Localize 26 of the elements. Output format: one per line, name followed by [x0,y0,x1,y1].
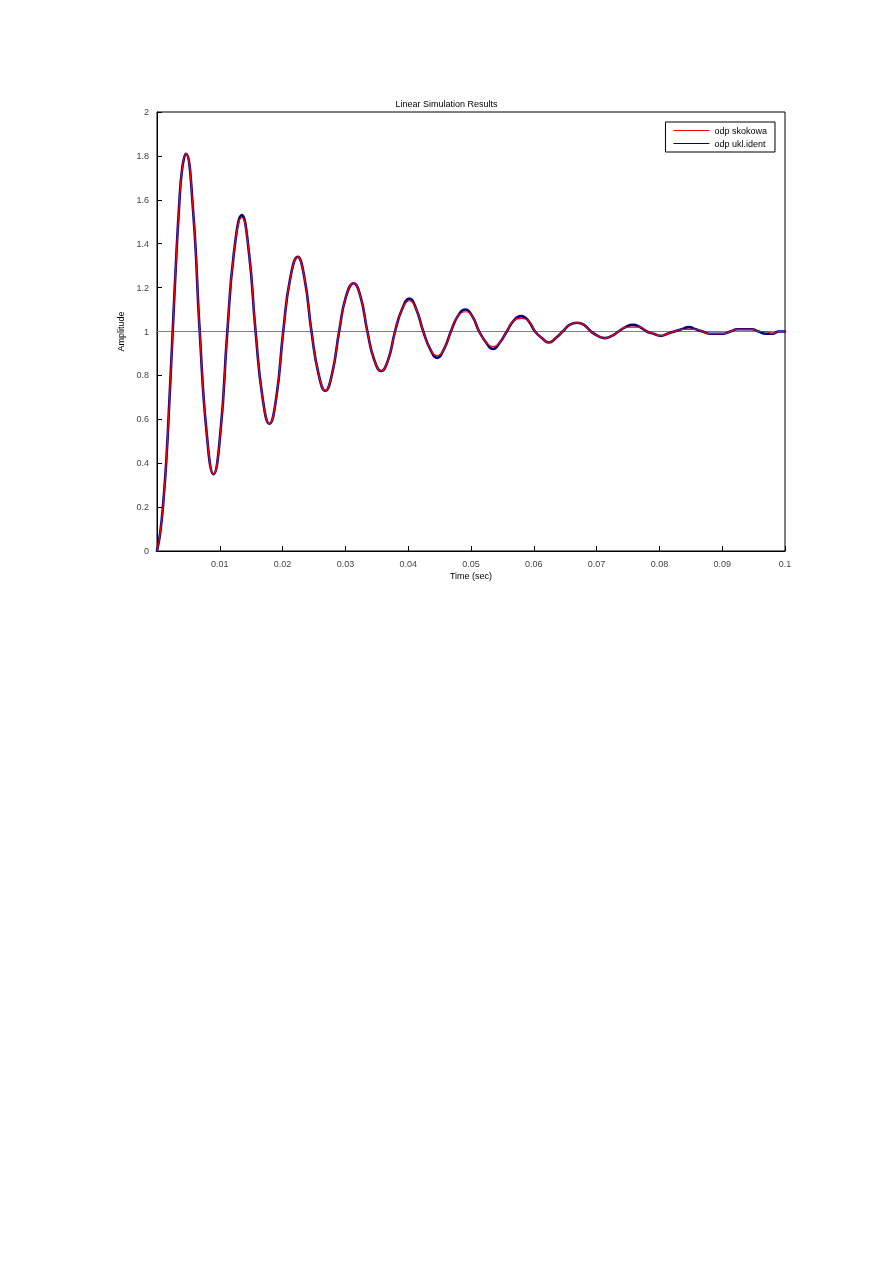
x-tick-label: 0.03 [336,558,355,569]
x-axis-title: Time (sec) [449,570,493,581]
x-tick-label: 0.1 [778,558,792,569]
y-tick-label: 1.2 [136,282,149,293]
y-tick-label: 1 [143,326,149,337]
y-tick-label: 0.6 [136,414,149,425]
x-tick-label: 0.04 [399,558,417,569]
x-tick-label: 0.02 [273,558,292,569]
x-tick-label: 0.08 [650,558,669,569]
y-tick-label: 0.8 [136,370,149,381]
y-tick-label: 0 [143,546,149,556]
y-tick-label: 1.4 [136,238,149,249]
y-tick-label: 0.4 [136,458,149,469]
y-axis-title: Amplitude [116,311,127,352]
legend-label: odp ukl.ident [714,138,767,149]
chart-title: Linear Simulation Results [395,98,499,109]
y-tick-label: 2 [143,107,149,117]
legend-label: odp skokowa [714,125,768,136]
x-tick-label: 0.06 [525,558,543,569]
y-tick-label: 0.2 [136,502,149,513]
x-tick-label: 0.05 [462,558,480,569]
x-tick-label: 0.07 [587,558,606,569]
x-tick-label: 0.01 [211,558,229,569]
x-tick-label: 0.09 [713,558,731,569]
y-tick-label: 1.8 [136,150,149,161]
y-tick-label: 1.6 [136,194,149,205]
